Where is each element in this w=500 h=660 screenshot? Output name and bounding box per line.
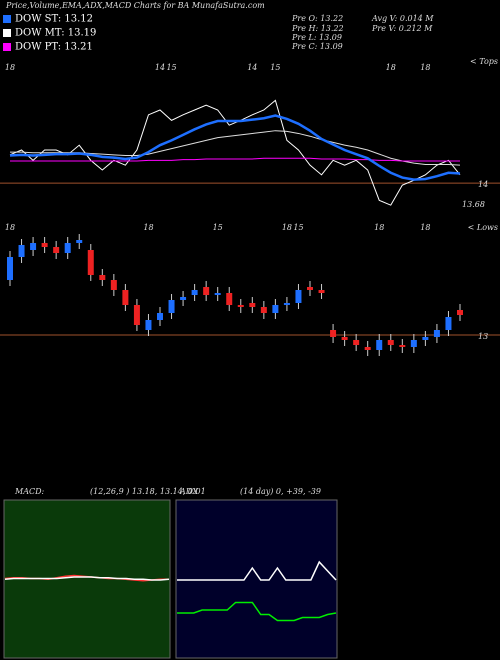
legend-swatch [3,15,11,23]
candle-body [30,243,37,250]
panel-subtitle: (12,26,9 ) 13.18, 13.14, 0.01 [90,487,206,496]
candle-body [41,243,48,247]
series-line [9,114,461,181]
level-label: 13 [478,332,488,341]
candle-body [122,290,129,305]
candle-body [295,290,302,303]
candle-body [133,305,140,325]
legend-swatch [3,29,11,37]
annotation: < Lows [468,223,498,232]
x-tick-label: 18 [420,63,430,72]
x-tick-label: 14 [247,63,257,72]
candle-body [110,280,117,290]
candle-body [18,245,25,257]
chart-title: Price,Volume,EMA,ADX,MACD Charts for BA … [5,1,265,10]
candle-body [387,340,394,345]
candle-body [157,313,163,320]
candle-body [422,337,429,340]
series-line [4,576,170,581]
x-tick-label: 18 [5,63,15,72]
candle-body [53,247,60,253]
annotation: < Tops [470,57,498,66]
x-tick-label: 15 [213,223,223,232]
candle-body [283,303,290,305]
candle-body [445,317,452,330]
x-tick-label: 18 [386,63,396,72]
candle-body [272,305,279,313]
candle-body [318,290,325,293]
x-tick-label: 18 [5,223,15,232]
price-label: 13.68 [462,200,485,209]
info: Pre L: 13.09 [291,33,342,42]
panel-title: MACD: [14,487,45,496]
candle-body [364,347,371,350]
x-tick-label: 18 [374,223,384,232]
legend-entry: DOW ST: 13.12 [15,14,93,25]
info: Pre H: 13.22 [291,24,344,33]
x-tick-label: 14 [155,63,165,72]
x-tick-label: 18 [282,223,292,232]
candle-body [433,330,440,337]
candle-body [330,330,337,337]
info: Avg V: 0.014 M [371,14,434,23]
series-line [10,157,460,162]
candle-body [410,340,417,347]
candle-body [64,243,71,253]
x-tick-label: 18 [420,223,430,232]
candle-body [226,293,233,305]
candle-body [145,320,152,330]
panel-title: ADX [179,487,198,496]
legend-swatch [3,43,11,51]
candle-body [353,340,360,345]
level-label: 14 [478,180,488,189]
legend-entry: DOW PT: 13.21 [15,42,93,53]
x-tick-label: 15 [293,223,303,232]
candle-body [457,310,463,315]
candle-body [168,300,175,313]
candle-body [191,290,198,295]
info: Pre V: 0.212 M [371,24,433,33]
x-tick-label: 15 [166,63,176,72]
candle-body [180,297,187,300]
panel-subtitle: (14 day) 0, +39, -39 [240,487,321,496]
series-line [177,601,337,622]
candle-body [99,275,106,280]
candle-body [307,287,313,290]
candle-body [376,340,383,350]
info: Pre C: 13.09 [291,42,343,51]
candle-body [249,303,256,307]
candle-body [203,287,210,295]
candle-body [214,293,221,295]
candle-body [76,240,83,243]
x-tick-label: 15 [270,63,280,72]
x-tick-label: 18 [143,223,153,232]
candle-body [399,345,406,347]
panel [175,499,338,659]
candle-body [260,307,267,313]
candle-body [7,257,13,280]
candle-body [237,305,244,307]
candle-body [87,250,94,275]
info: Pre O: 13.22 [291,14,343,23]
series-line [177,560,337,581]
candle-body [341,337,348,340]
legend-entry: DOW MT: 13.19 [15,28,96,39]
